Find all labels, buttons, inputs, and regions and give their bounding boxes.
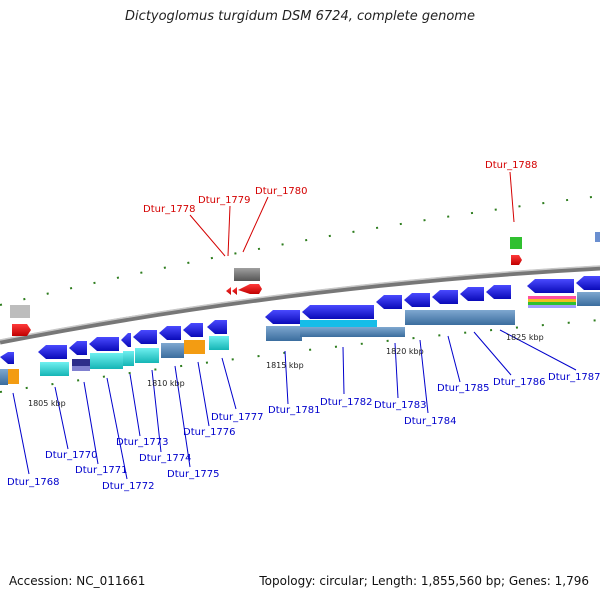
gene-dtur-1787[interactable] xyxy=(527,279,574,293)
label-dtur-1780[interactable]: Dtur_1780 xyxy=(255,186,308,197)
gene-dtur-1771[interactable] xyxy=(69,341,87,355)
gene-dtur-1786b[interactable] xyxy=(486,285,511,299)
feature-cyan-4 xyxy=(135,348,159,363)
reverse-strand-genes xyxy=(0,276,600,364)
scale-label-1810: 1810 kbp xyxy=(147,379,185,388)
inner-track xyxy=(0,319,600,393)
label-dtur-1773[interactable]: Dtur_1773 xyxy=(116,437,169,448)
feature-cyan-1782 xyxy=(300,320,377,329)
gene-dtur-1768[interactable] xyxy=(0,352,14,364)
feature-cyan-5 xyxy=(209,336,229,350)
label-dtur-1771[interactable]: Dtur_1771 xyxy=(75,465,128,476)
feature-multicolor-2 xyxy=(528,299,576,302)
blue-leaders xyxy=(12,329,577,480)
gene-dtur-1770[interactable] xyxy=(38,345,67,359)
gene-right-edge[interactable] xyxy=(595,232,600,242)
gene-dtur-1784[interactable] xyxy=(404,293,430,307)
label-dtur-1785[interactable]: Dtur_1785 xyxy=(437,383,490,394)
scale-label-1820: 1820 kbp xyxy=(386,347,424,356)
gene-left-gray[interactable] xyxy=(10,305,30,318)
feature-multicolor xyxy=(528,296,576,299)
genome-backbone xyxy=(0,265,600,345)
gene-dtur-1772[interactable] xyxy=(89,337,119,351)
red-leaders xyxy=(189,171,515,257)
feature-left-steel xyxy=(0,369,8,385)
label-dtur-1777[interactable]: Dtur_1777 xyxy=(211,412,264,423)
label-dtur-1768[interactable]: Dtur_1768 xyxy=(7,477,60,488)
gene-dtur-1783[interactable] xyxy=(376,295,402,309)
label-dtur-1788[interactable]: Dtur_1788 xyxy=(485,160,538,171)
scale-label-1805: 1805 kbp xyxy=(28,399,66,408)
feature-left-orange xyxy=(8,369,19,384)
feature-cyan-3 xyxy=(123,351,134,366)
label-dtur-1774[interactable]: Dtur_1774 xyxy=(139,453,192,464)
map-title: Dictyoglomus turgidum DSM 6724, complete… xyxy=(125,9,475,24)
accession-text: Accession: NC_011661 xyxy=(9,574,146,588)
genome-summary: Topology: circular; Length: 1,855,560 bp… xyxy=(259,574,589,588)
gene-dtur-1785[interactable] xyxy=(432,290,458,304)
gene-dtur-1788[interactable] xyxy=(511,255,522,265)
label-dtur-1772[interactable]: Dtur_1772 xyxy=(102,481,155,492)
feature-track xyxy=(0,292,600,385)
label-dtur-1778[interactable]: Dtur_1778 xyxy=(143,204,196,215)
gene-dtur-1775[interactable] xyxy=(159,326,181,340)
genome-backbone-highlight xyxy=(0,265,600,341)
label-dtur-1784[interactable]: Dtur_1784 xyxy=(404,416,457,427)
label-dtur-1775[interactable]: Dtur_1775 xyxy=(167,469,220,480)
gene-dtur-1781[interactable] xyxy=(265,310,300,324)
label-dtur-1779[interactable]: Dtur_1779 xyxy=(198,195,251,206)
gene-left-red[interactable] xyxy=(12,324,31,336)
feature-multi-1b xyxy=(72,366,90,371)
label-dtur-1781[interactable]: Dtur_1781 xyxy=(268,405,321,416)
scale-label-1825: 1825 kbp xyxy=(506,333,544,342)
gene-dtur-1780-block[interactable] xyxy=(234,268,260,281)
scale-label-1815: 1815 kbp xyxy=(266,361,304,370)
gene-dtur-1779[interactable] xyxy=(232,287,237,295)
feature-steel-1781 xyxy=(266,326,302,341)
label-dtur-1787[interactable]: Dtur_1787 xyxy=(548,372,600,383)
feature-cyan-2 xyxy=(90,353,123,369)
feature-cyan-1 xyxy=(40,362,69,376)
gene-dtur-1787b[interactable] xyxy=(576,276,600,290)
gene-dtur-1788-block[interactable] xyxy=(510,237,522,249)
feature-steel-1782 xyxy=(300,327,405,337)
gene-dtur-1780[interactable] xyxy=(238,284,262,294)
forward-strand-genes xyxy=(10,232,600,336)
label-dtur-1776[interactable]: Dtur_1776 xyxy=(183,427,236,438)
label-dtur-1782[interactable]: Dtur_1782 xyxy=(320,397,373,408)
gene-dtur-1778[interactable] xyxy=(226,287,231,295)
feature-multicolor-3 xyxy=(528,302,576,305)
label-dtur-1783[interactable]: Dtur_1783 xyxy=(374,400,427,411)
label-dtur-1786[interactable]: Dtur_1786 xyxy=(493,377,546,388)
gene-dtur-1776[interactable] xyxy=(183,323,203,337)
feature-orange-1 xyxy=(184,340,205,354)
gene-dtur-1777[interactable] xyxy=(207,320,227,334)
gene-dtur-1782[interactable] xyxy=(302,305,374,319)
gene-dtur-1773[interactable] xyxy=(121,333,131,347)
gene-dtur-1786[interactable] xyxy=(460,287,484,301)
feature-steel-right xyxy=(577,292,600,306)
feature-multicolor-4 xyxy=(528,305,576,308)
label-dtur-1770[interactable]: Dtur_1770 xyxy=(45,450,98,461)
feature-steel-1 xyxy=(161,343,184,358)
gene-dtur-1774[interactable] xyxy=(133,330,157,344)
feature-steel-1784 xyxy=(405,310,515,325)
